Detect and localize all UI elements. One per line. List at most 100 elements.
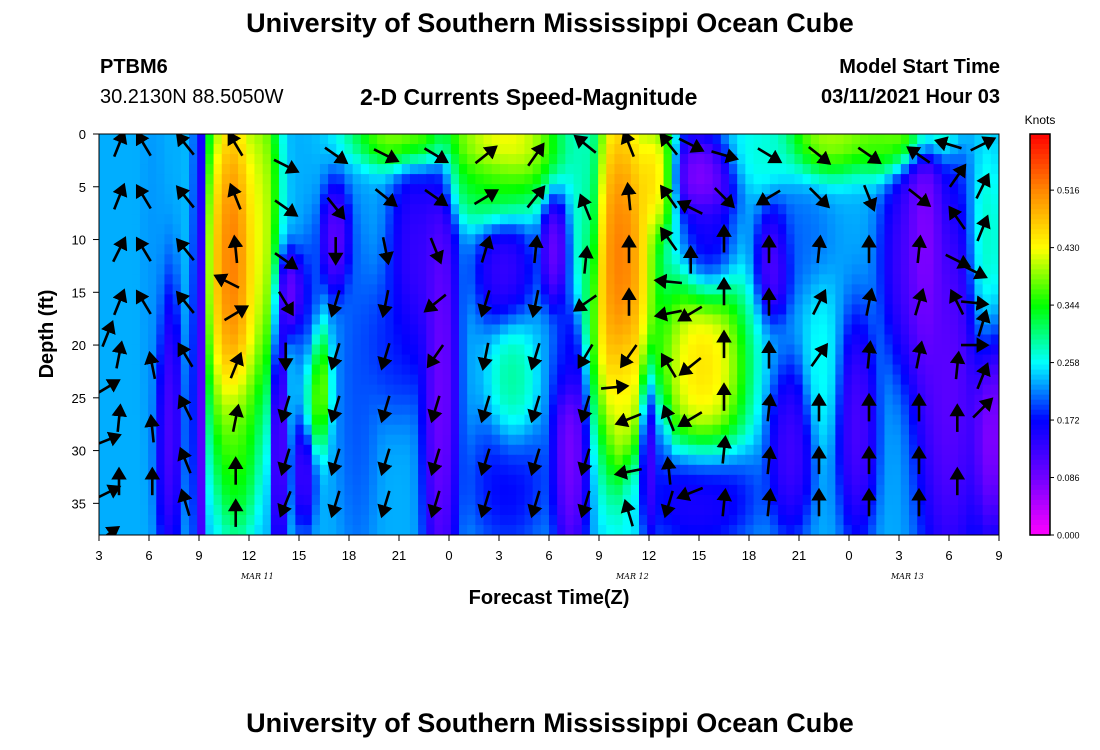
heatmap-cell — [139, 154, 149, 165]
heatmap-cell — [974, 454, 984, 466]
heatmap-cell — [270, 134, 280, 145]
heatmap-cell — [573, 394, 583, 406]
heatmap-cell — [393, 334, 403, 346]
colorbar-segment — [1030, 269, 1050, 275]
heatmap-cell — [499, 164, 509, 175]
heatmap-cell — [663, 264, 673, 275]
heatmap-cell — [344, 454, 354, 466]
heatmap-cell — [990, 474, 999, 486]
heatmap-cell — [819, 174, 828, 185]
heatmap-cell — [565, 474, 575, 486]
heatmap-cell — [352, 214, 362, 225]
heatmap-cell — [401, 204, 411, 215]
heatmap-cell — [344, 354, 354, 366]
heatmap-cell — [393, 234, 403, 245]
heatmap-cell — [270, 424, 280, 436]
heatmap-cell — [819, 244, 828, 255]
heatmap-cell — [377, 344, 386, 356]
heatmap-cell — [549, 274, 558, 285]
heatmap-cell — [712, 454, 722, 466]
heatmap-cell — [426, 164, 436, 175]
heatmap-cell — [426, 424, 436, 436]
heatmap-cell — [729, 294, 738, 306]
heatmap-cell — [524, 324, 534, 336]
heatmap-cell — [221, 294, 231, 306]
heatmap-cell — [303, 434, 313, 446]
heatmap-cell — [524, 164, 534, 175]
heatmap-cell — [786, 464, 796, 476]
heatmap-cell — [99, 364, 108, 376]
current-vector-arrow — [135, 183, 152, 210]
heatmap-cell — [491, 484, 501, 496]
heatmap-cell — [720, 174, 730, 185]
heatmap-cell — [393, 354, 403, 366]
heatmap-cell — [917, 324, 926, 336]
heatmap-cell — [311, 504, 321, 516]
heatmap-cell — [393, 284, 403, 296]
heatmap-cell — [319, 264, 329, 275]
heatmap-cell — [213, 394, 223, 406]
heatmap-cell — [131, 444, 141, 456]
heatmap-cell — [319, 194, 329, 205]
heatmap-cell — [352, 224, 362, 235]
heatmap-cell — [303, 314, 313, 326]
heatmap-cell — [990, 194, 999, 205]
heatmap-cell — [360, 234, 370, 245]
heatmap-cell — [835, 484, 845, 496]
heatmap-cell — [671, 194, 681, 205]
heatmap-cell — [270, 344, 280, 356]
heatmap-cell — [303, 154, 313, 165]
heatmap-cell — [148, 314, 157, 326]
heatmap-cell — [270, 214, 280, 225]
current-vector-arrow — [857, 146, 882, 165]
heatmap-cell — [459, 184, 468, 195]
heatmap-cell — [598, 414, 607, 426]
heatmap-cell — [884, 174, 894, 185]
current-vector-arrow — [327, 490, 343, 519]
heatmap-cell — [401, 494, 411, 506]
heatmap-cell — [516, 504, 526, 516]
heatmap-cell — [655, 224, 665, 235]
heatmap-cell — [909, 284, 918, 296]
heatmap-cell — [254, 144, 264, 155]
heatmap-cell — [270, 484, 280, 496]
heatmap-cell — [287, 284, 296, 296]
heatmap-cell — [565, 294, 575, 306]
heatmap-cell — [401, 404, 411, 416]
heatmap-cell — [516, 294, 526, 306]
heatmap-cell — [573, 144, 583, 155]
heatmap-cell — [475, 244, 485, 255]
heatmap-cell — [679, 524, 689, 535]
heatmap-cell — [958, 274, 967, 285]
heatmap-cell — [630, 264, 640, 275]
heatmap-cell — [941, 354, 951, 366]
heatmap-cell — [581, 284, 591, 296]
heatmap-cell — [401, 224, 411, 235]
heatmap-cell — [745, 284, 755, 296]
heatmap-cell — [434, 464, 444, 476]
heatmap-cell — [589, 214, 599, 225]
heatmap-cell — [221, 444, 231, 456]
heatmap-cell — [508, 374, 517, 386]
heatmap-cell — [671, 374, 681, 386]
heatmap-cell — [819, 414, 828, 426]
heatmap-cell — [205, 514, 215, 526]
heatmap-cell — [868, 284, 877, 296]
heatmap-cell — [532, 444, 542, 456]
heatmap-cell — [287, 344, 296, 356]
heatmap-cell — [966, 194, 976, 205]
heatmap-cell — [303, 204, 313, 215]
heatmap-cell — [254, 514, 264, 526]
current-vector-arrow — [660, 352, 677, 378]
heatmap-cell — [213, 324, 223, 336]
heatmap-cell — [696, 314, 706, 326]
heatmap-cell — [459, 264, 468, 275]
heatmap-cell — [647, 174, 656, 185]
heatmap-cell — [262, 394, 272, 406]
heatmap-cell — [835, 144, 845, 155]
heatmap-cell — [639, 524, 648, 535]
heatmap-cell — [606, 454, 616, 466]
heatmap-cell — [107, 314, 116, 326]
heatmap-cell — [246, 404, 256, 416]
heatmap-cell — [344, 274, 354, 285]
